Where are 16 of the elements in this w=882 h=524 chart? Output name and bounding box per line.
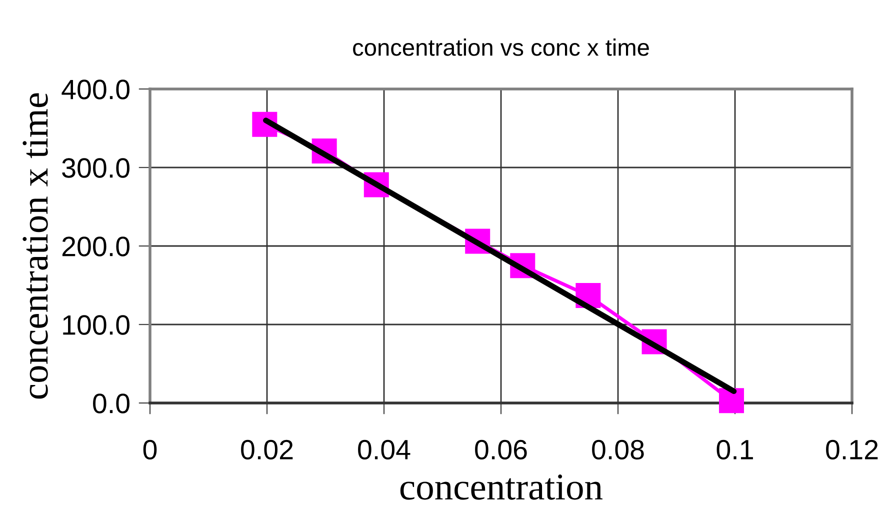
x-tick-label: 0.08 bbox=[592, 440, 644, 460]
point bbox=[718, 388, 744, 414]
x-tick-label: 0 bbox=[143, 440, 157, 460]
chart-title: concentration vs conc x time bbox=[353, 38, 649, 56]
y-tick-label: 200.0 bbox=[62, 236, 130, 256]
y-tick-label: 100.0 bbox=[63, 315, 130, 335]
x-tick-label: 0.12 bbox=[826, 440, 878, 460]
x-axis-title: concentration bbox=[400, 474, 602, 500]
y-tick-label: 300.0 bbox=[62, 158, 130, 178]
x-tick-label: 0.1 bbox=[716, 440, 753, 460]
y-axis-title: concentration x time bbox=[22, 93, 48, 399]
y-tick-label: 400.0 bbox=[62, 80, 130, 100]
x-tick-label: 0.06 bbox=[475, 440, 527, 460]
y-tick-label: 0.0 bbox=[93, 394, 130, 414]
x-tick-label: 0.02 bbox=[241, 440, 293, 460]
x-tick-label: 0.04 bbox=[358, 440, 410, 460]
